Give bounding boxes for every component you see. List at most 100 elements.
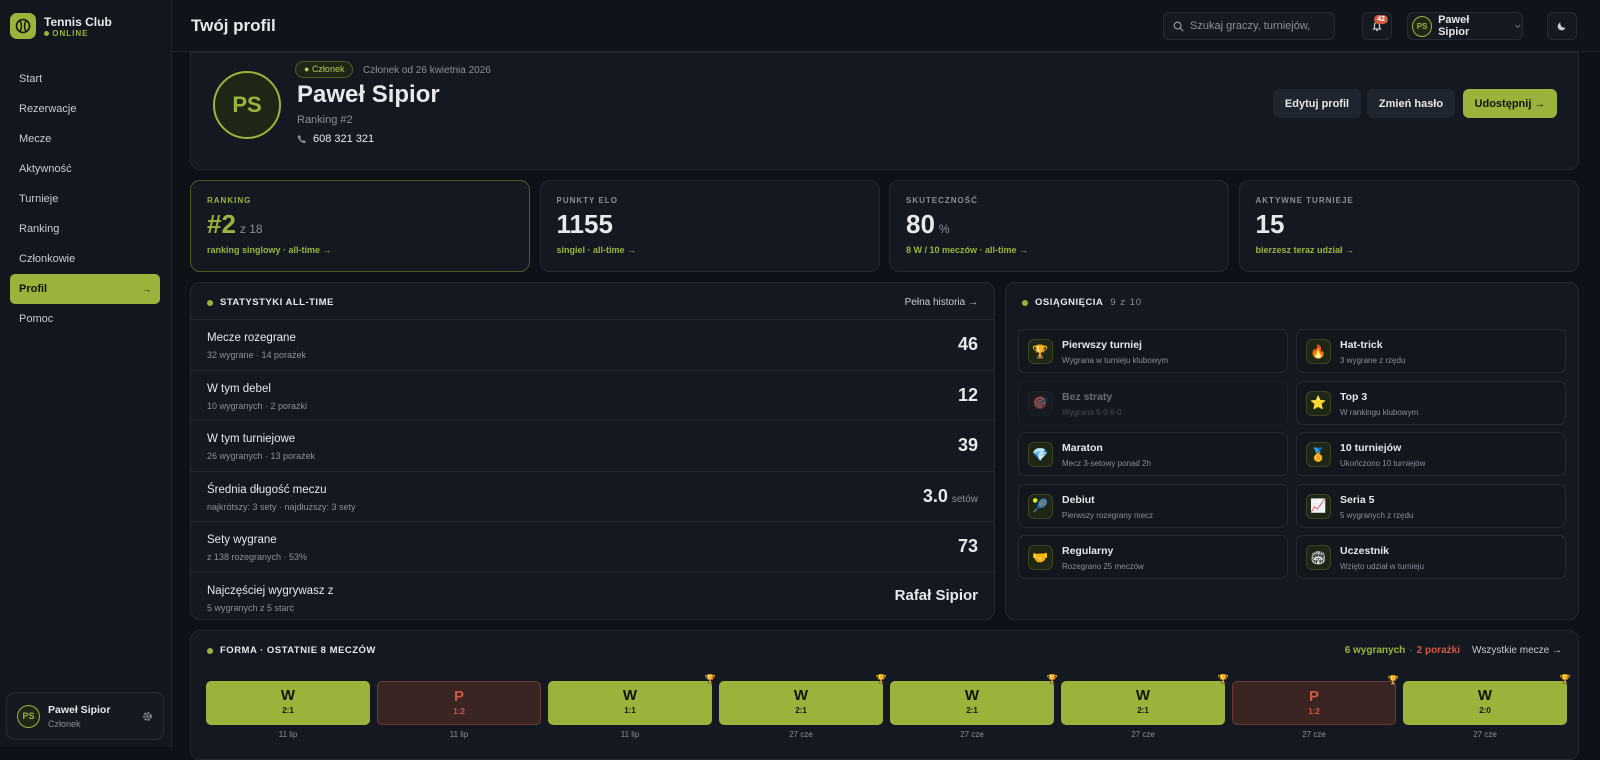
stat-sub: najkrótszy: 3 sety · najdłuższy: 3 sety — [207, 501, 356, 512]
nav-item[interactable]: Ranking — [10, 214, 160, 244]
value: Rafał Sipior — [894, 586, 978, 604]
achievement[interactable]: 🎯 Bez straty Wygrana 6-0 6-0 — [1018, 380, 1288, 425]
match-date: 27 cze — [1473, 730, 1497, 739]
match-result[interactable]: W 2:1 🏆 — [719, 674, 887, 725]
search[interactable]: Szukaj graczy, turniejów, — [1163, 12, 1335, 40]
panel-title: OSIĄGNIĘCIA — [1035, 297, 1104, 308]
match-result[interactable]: W 2:1 — [206, 681, 370, 725]
stat-row: Najczęściej wygrywasz z 5 wygranych z 5 s… — [191, 571, 994, 622]
match-result[interactable]: P 1:2 — [377, 681, 541, 725]
nav: Start Rezerwacje Mecze Aktywność Turnieje Ran… — [10, 64, 160, 334]
all-matches-link[interactable]: Wszystkie mecze → — [1471, 645, 1562, 656]
history-link[interactable]: Pełna historia → — [904, 297, 978, 308]
match-date: 11 lip — [620, 730, 640, 739]
panel-header: STATYSTYKI ALL-TIME — [207, 297, 334, 308]
stat-sub: 10 wygranych · 2 porażki — [207, 400, 308, 411]
match-result[interactable]: W 2:1 🏆 — [890, 674, 1058, 725]
nav-label: Aktywność — [19, 163, 72, 175]
achievement-title: Seria 5 — [1340, 493, 1375, 506]
achievement-icon: 🎯 — [1028, 390, 1053, 416]
match-date: 27 cze — [1302, 730, 1326, 739]
score: 2:1 — [795, 706, 807, 715]
achievement[interactable]: 📈 Seria 5 5 wygranych z rzędu — [1296, 483, 1566, 528]
notifications[interactable]: 42 — [1362, 12, 1392, 40]
achievement[interactable]: 🏅 10 turniejów Ukończono 10 turniejów — [1296, 432, 1566, 476]
stat-card[interactable]: AKTYWNE TURNIEJE 15 bierzesz teraz udział … — [1238, 180, 1579, 272]
losses: 2 porażki — [1416, 645, 1460, 656]
nav-item[interactable]: Start — [10, 64, 160, 94]
status-text: ONLINE — [52, 28, 89, 38]
match-result[interactable]: P 1:2 🏆 — [1232, 675, 1399, 725]
topbar: Twój profil Szukaj graczy, turniejów, 42… — [173, 0, 1600, 52]
panel-title: STATYSTYKI ALL-TIME — [220, 297, 334, 308]
nav-item[interactable]: Rezerwacje — [10, 94, 160, 124]
stat-card[interactable]: SKUTECZNOŚĆ 80% 8 W / 10 meczów · all-time… — [889, 180, 1229, 272]
achievement-title: Maraton — [1062, 442, 1103, 454]
nav-item[interactable]: Członkowie — [10, 244, 160, 274]
achievement-icon: 🤝 — [1028, 545, 1053, 570]
achievement-title: Top 3 — [1340, 390, 1368, 403]
achievement[interactable]: 🎾 Debiut Pierwszy rozegrany mecz — [1018, 483, 1288, 528]
avatar: PS — [17, 704, 40, 728]
achievement[interactable]: 🤝 Regularny Rozegrano 25 meczów — [1018, 535, 1288, 579]
stat-sub: z 138 rozegranych · 53% — [207, 552, 308, 562]
nav-item[interactable]: Mecze — [10, 124, 160, 154]
nav-item[interactable]: Turnieje — [10, 184, 160, 214]
match-date: 11 lip — [449, 730, 469, 739]
badge-text: Członek — [311, 64, 345, 74]
button[interactable]: Edytuj profil — [1273, 89, 1361, 118]
brand[interactable]: Tennis Club ONLINE — [10, 13, 112, 39]
score: 2:1 — [282, 706, 294, 715]
settings-icon[interactable] — [142, 711, 153, 722]
achievement-title: Hat-trick — [1340, 339, 1383, 351]
match-result[interactable]: W 2:0 🏆 — [1403, 674, 1571, 725]
button[interactable]: Zmień hasło — [1367, 89, 1455, 118]
button[interactable]: Udostępnij → — [1463, 89, 1557, 118]
card-link[interactable]: bierzesz teraz udział → — [1255, 245, 1355, 255]
nav-item[interactable]: Pomoc — [10, 304, 160, 334]
card-link[interactable]: 8 W / 10 meczów · all-time → — [906, 245, 1029, 255]
trophy-icon: 🏆 — [704, 674, 716, 684]
stat-card[interactable]: RANKING #2 z 18 ranking singlowy · all-time… — [190, 180, 530, 272]
user-name: Paweł Sipior — [1438, 14, 1470, 38]
nav-label: Pomoc — [19, 313, 54, 325]
achievement-desc: 3 wygrane z rzędu — [1340, 356, 1406, 365]
profile-name: Paweł Sipior — [297, 81, 440, 108]
profile-card: PS ● Członek Członek od 26 kwietnia 2026… — [190, 52, 1579, 170]
phone: 608 321 321 — [297, 133, 374, 145]
achievement[interactable]: 🏆 Pierwszy turniej Wygrana w turnieju klub… — [1018, 329, 1288, 373]
match-result[interactable]: W 1:1 🏆 — [548, 674, 716, 725]
match-result[interactable]: W 2:1 🏆 — [1061, 674, 1229, 725]
match-date: 11 lip — [278, 730, 298, 739]
phone-number: 608 321 321 — [313, 133, 375, 145]
user-menu[interactable]: PS Paweł Sipior — [1407, 12, 1523, 40]
achievement[interactable]: ⭐ Top 3 W rankingu klubowym — [1296, 380, 1566, 425]
nav-label: Turnieje — [19, 193, 59, 205]
card-value: #2 z 18 — [207, 209, 263, 240]
card-label: PUNKTY ELO — [556, 196, 618, 205]
card-link[interactable]: ranking singlowy · all-time → — [207, 245, 332, 255]
nav-item[interactable]: Aktywność — [10, 154, 160, 184]
achievement[interactable]: 🏟 Uczestnik Wzięto udział w turnieju — [1296, 535, 1566, 579]
user-card[interactable]: PS Paweł Sipior Członek — [6, 692, 164, 740]
result: W — [1135, 687, 1151, 704]
stat-card[interactable]: PUNKTY ELO 1155 singiel · all-time → — [539, 180, 880, 272]
result: W — [793, 687, 809, 704]
stat-value: Rafał Sipior — [895, 587, 978, 604]
achievement[interactable]: 🔥 Hat-trick 3 wygrane z rzędu — [1296, 329, 1566, 373]
achievement-desc: W rankingu klubowym — [1340, 407, 1419, 417]
card-link[interactable]: singiel · all-time → — [556, 245, 637, 255]
value: 80 — [906, 209, 935, 239]
theme-toggle[interactable] — [1547, 12, 1577, 40]
score: 2:1 — [966, 706, 978, 715]
stat-value: 73 — [958, 536, 978, 557]
nav-item[interactable]: Profil → — [10, 274, 160, 304]
result: W — [1477, 687, 1493, 704]
stat-value: 12 — [958, 385, 978, 406]
member-badge: ● Członek — [295, 61, 354, 78]
stat-sub: 26 wygranych · 13 porażek — [207, 451, 316, 461]
nav-label: Ranking — [19, 223, 60, 235]
notification-count: 42 — [1374, 15, 1388, 24]
achievement[interactable]: 💎 Maraton Mecz 3-setowy ponad 2h — [1018, 432, 1288, 476]
